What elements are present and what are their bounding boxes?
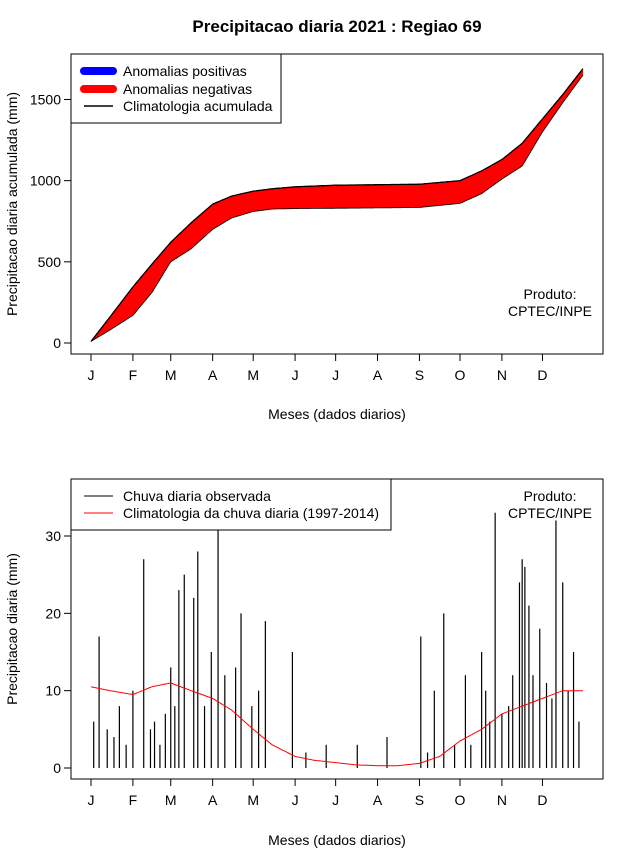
observed-accumulated-line [90,74,584,342]
y-tick-label: 10 [45,683,61,699]
x-tick-label: J [332,792,339,808]
accumulated-precipitation-chart: 0 500 1000 1500 J F M A M J J A S O N D Precipitacao d… [4,53,604,422]
x-tick-label: M [165,792,177,808]
x-tick-label: N [497,792,507,808]
x-tick-label: A [208,367,218,383]
x-tick-label: F [129,792,138,808]
observed-bars-group [93,512,580,768]
climatology-line-group [90,682,583,767]
y-tick-label: 0 [53,760,61,776]
x-tick-label: S [415,367,424,383]
x-tick-label: D [537,367,547,383]
daily-climatology-line [90,682,583,767]
legend-label-climatology: Climatologia acumulada [123,98,273,114]
x-tick-label: M [165,367,177,383]
legend-label-observed: Chuva diaria observada [123,488,271,504]
x-tick-label: A [208,792,218,808]
x-tick-label: S [415,792,424,808]
x-tick-label: O [455,367,466,383]
credit-line-2: CPTEC/INPE [508,505,592,521]
x-tick-label: J [292,367,299,383]
climatology-accumulated-line [90,68,584,342]
legend-label-positive: Anomalias positivas [123,63,247,79]
x-tick-label: J [292,792,299,808]
credit-line-2: CPTEC/INPE [508,303,592,319]
y-axis: 0 500 1000 1500 [30,91,72,351]
legend-box [70,478,392,531]
x-axis-label: Meses (dados diarios) [268,406,406,422]
y-tick-label: 30 [45,528,61,544]
y-tick-label: 1000 [30,173,61,189]
x-tick-label: N [497,367,507,383]
credit-line-1: Produto: [524,286,577,302]
x-tick-label: A [373,792,383,808]
x-tick-label: J [88,792,95,808]
daily-precipitation-chart: 0 10 20 30 J F M A M J J A S O N D Precipitacao diaria… [4,478,604,848]
y-tick-label: 0 [53,335,61,351]
y-axis-label: Precipitacao diaria (mm) [4,553,20,705]
x-axis-label: Meses (dados diarios) [268,832,406,848]
x-tick-label: M [247,367,259,383]
x-tick-label: A [373,367,383,383]
x-tick-label: J [332,367,339,383]
y-tick-label: 20 [45,605,61,621]
legend-label-negative: Anomalias negativas [123,81,252,97]
y-tick-label: 1500 [30,91,61,107]
y-tick-label: 500 [38,254,62,270]
legend: Chuva diaria observada Climatologia da c… [70,478,392,531]
x-tick-label: O [455,792,466,808]
x-tick-label: F [129,367,138,383]
legend-label-climatology: Climatologia da chuva diaria (1997-2014) [123,505,379,521]
chart-title: Precipitacao diaria 2021 : Regiao 69 [192,17,481,36]
legend: Anomalias positivas Anomalias negativas … [70,53,282,124]
y-axis-label: Precipitacao diaria acumulada (mm) [4,92,20,316]
negative-anomaly-area [91,68,583,342]
x-tick-label: J [88,367,95,383]
x-tick-label: M [247,792,259,808]
x-tick-label: D [537,792,547,808]
y-axis: 0 10 20 30 [45,528,72,776]
credit-line-1: Produto: [524,488,577,504]
anomaly-area-group [90,68,584,342]
